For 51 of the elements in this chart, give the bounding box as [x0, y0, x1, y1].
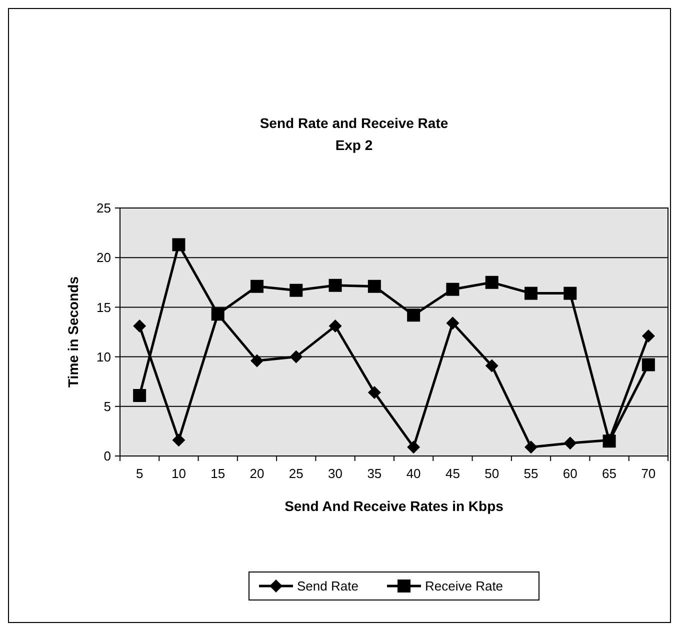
point	[172, 238, 186, 252]
point	[133, 388, 146, 402]
x-tick-label: 45	[445, 466, 460, 481]
point	[290, 350, 303, 364]
point	[642, 358, 655, 372]
x-tick-label: 55	[524, 466, 538, 481]
x-axis-title: Send And Receive Rates in Kbps	[284, 498, 504, 514]
x-tick-label: 15	[210, 466, 226, 481]
point	[407, 308, 420, 322]
point	[328, 320, 342, 333]
x-tick-label: 65	[602, 466, 617, 481]
x-tick-label: 35	[367, 466, 382, 481]
x-tick-label: 50	[484, 466, 500, 481]
x-tick-label: 70	[641, 466, 656, 481]
point	[328, 278, 342, 292]
point	[524, 286, 538, 300]
point	[250, 280, 264, 293]
point	[133, 320, 146, 333]
y-tick-label: 25	[96, 200, 111, 216]
x-tick-label: 25	[288, 466, 304, 481]
x-tick-label: 30	[328, 466, 343, 481]
x-tick-label: 60	[562, 466, 578, 481]
point	[446, 282, 460, 296]
y-tick-label: 0	[104, 448, 111, 464]
y-axis-title: Time in Seconds	[65, 276, 81, 388]
point	[368, 386, 381, 400]
x-tick-label: 20	[250, 466, 264, 481]
point	[524, 440, 538, 454]
point	[407, 440, 420, 454]
point	[564, 436, 577, 450]
x-tick-label: 40	[406, 466, 421, 481]
x-tick-label: 5	[136, 466, 144, 481]
chart-title: Send Rate and Receive Rate	[260, 115, 448, 131]
point	[211, 308, 224, 321]
x-tick-label: 10	[171, 466, 186, 481]
point	[250, 354, 264, 368]
point	[642, 329, 655, 342]
point	[368, 280, 381, 293]
point	[446, 316, 460, 330]
point	[485, 276, 498, 289]
chart-subtitle: Exp 2	[335, 137, 373, 153]
y-tick-label: 15	[96, 300, 111, 315]
point	[485, 359, 498, 372]
legend-label: Receive Rate	[425, 578, 504, 594]
y-tick-label: 20	[96, 250, 111, 266]
legend-label: Send Rate	[297, 578, 358, 594]
y-tick-label: 5	[104, 398, 111, 414]
y-tick-label: 10	[96, 349, 111, 364]
point	[564, 286, 577, 300]
point	[172, 434, 186, 447]
point	[290, 284, 303, 297]
